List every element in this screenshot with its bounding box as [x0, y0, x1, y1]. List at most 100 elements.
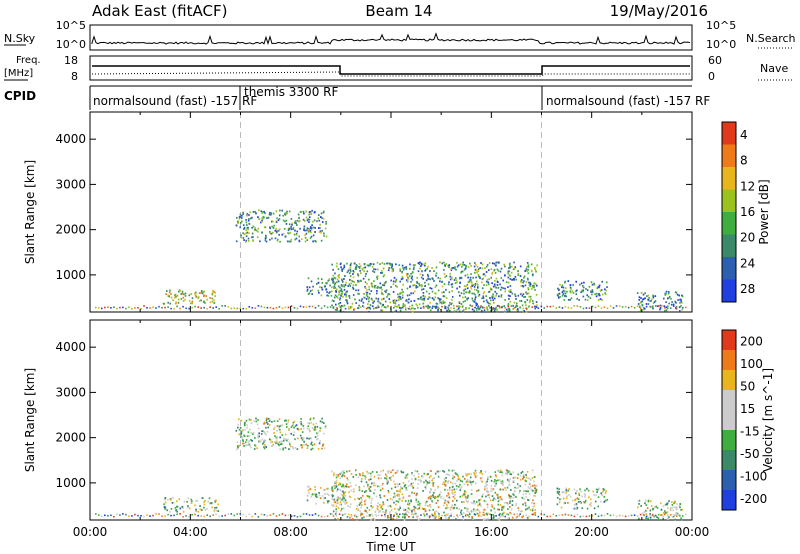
range-cell — [472, 480, 475, 483]
range-cell — [502, 515, 504, 517]
range-cell — [660, 305, 663, 307]
range-cell — [459, 276, 461, 279]
nsky-label: N.Sky — [4, 32, 36, 45]
range-cell — [346, 300, 348, 303]
range-cell — [481, 495, 483, 498]
range-cell — [459, 479, 462, 482]
range-cell — [394, 302, 397, 305]
range-cell — [352, 476, 355, 478]
range-cell — [242, 307, 245, 310]
range-cell — [486, 306, 488, 309]
range-cell — [184, 295, 187, 297]
range-cell — [256, 423, 259, 426]
range-cell — [429, 301, 432, 304]
range-cell — [499, 471, 501, 474]
range-cell — [368, 472, 370, 474]
range-cell — [311, 305, 314, 308]
range-cell — [146, 514, 148, 516]
range-cell — [427, 304, 430, 307]
range-cell — [534, 476, 536, 478]
range-cell — [413, 492, 416, 495]
range-cell — [364, 499, 367, 501]
colorbar-frame — [721, 329, 737, 511]
range-cell — [456, 479, 458, 482]
range-cell — [587, 488, 589, 491]
range-cell — [255, 229, 258, 232]
range-cell — [257, 216, 259, 218]
range-cell — [507, 281, 510, 284]
range-cell — [372, 506, 374, 508]
range-cell — [368, 278, 370, 281]
range-cell — [570, 307, 573, 309]
range-cell — [332, 274, 335, 277]
range-cell — [319, 427, 322, 430]
range-cell — [527, 268, 529, 271]
range-cell — [534, 492, 536, 494]
range-cell — [205, 295, 207, 297]
range-cell — [401, 294, 404, 297]
range-cell — [497, 508, 499, 511]
range-cell — [170, 296, 173, 299]
range-cell — [478, 308, 481, 310]
range-cell — [245, 221, 248, 224]
range-cell — [509, 502, 511, 504]
range-cell — [336, 490, 338, 492]
range-cell — [470, 509, 472, 512]
range-cell — [592, 490, 594, 493]
range-cell — [445, 516, 447, 519]
range-cell — [242, 237, 245, 239]
range-cell — [290, 240, 292, 243]
range-cell — [267, 426, 269, 429]
range-cell — [484, 267, 486, 269]
range-cell — [282, 448, 284, 451]
range-cell — [675, 512, 677, 514]
range-cell — [454, 494, 456, 497]
range-cell — [481, 267, 483, 270]
range-cell — [176, 513, 178, 516]
range-cell — [243, 435, 246, 438]
range-cell — [402, 471, 405, 474]
range-cell — [638, 499, 641, 502]
range-cell — [507, 480, 510, 483]
range-cell — [474, 262, 476, 264]
range-cell — [372, 263, 375, 266]
range-cell — [521, 304, 524, 307]
range-cell — [456, 287, 458, 290]
range-cell — [340, 503, 342, 506]
range-cell — [430, 470, 432, 472]
range-cell — [669, 508, 672, 511]
colorbar-tick-label: -100 — [740, 469, 767, 483]
range-cell — [455, 268, 457, 271]
range-cell — [294, 221, 296, 224]
range-cell — [479, 472, 481, 474]
range-cell — [282, 233, 285, 235]
range-cell — [408, 508, 411, 511]
range-cell — [586, 487, 588, 490]
range-cell — [389, 477, 391, 480]
range-cell — [279, 428, 281, 431]
range-cell — [508, 471, 510, 473]
range-cell — [267, 216, 270, 219]
range-cell — [104, 514, 106, 517]
range-cell — [458, 508, 460, 510]
range-cell — [250, 432, 252, 434]
range-cell — [233, 514, 236, 517]
range-cell — [645, 504, 648, 506]
range-cell — [95, 513, 97, 515]
range-cell — [427, 473, 429, 475]
range-cell — [405, 474, 408, 477]
range-cell — [349, 268, 352, 271]
range-cell — [487, 517, 489, 520]
range-cell — [344, 275, 346, 277]
range-cell — [575, 504, 578, 507]
range-cell — [343, 304, 346, 307]
range-cell — [365, 515, 368, 517]
range-cell — [400, 278, 403, 281]
range-cell — [355, 484, 357, 487]
range-cell — [263, 446, 265, 448]
range-cell — [271, 420, 273, 423]
range-cell — [174, 294, 176, 297]
range-cell — [368, 519, 371, 521]
range-cell — [258, 432, 260, 435]
range-cell — [343, 278, 345, 280]
